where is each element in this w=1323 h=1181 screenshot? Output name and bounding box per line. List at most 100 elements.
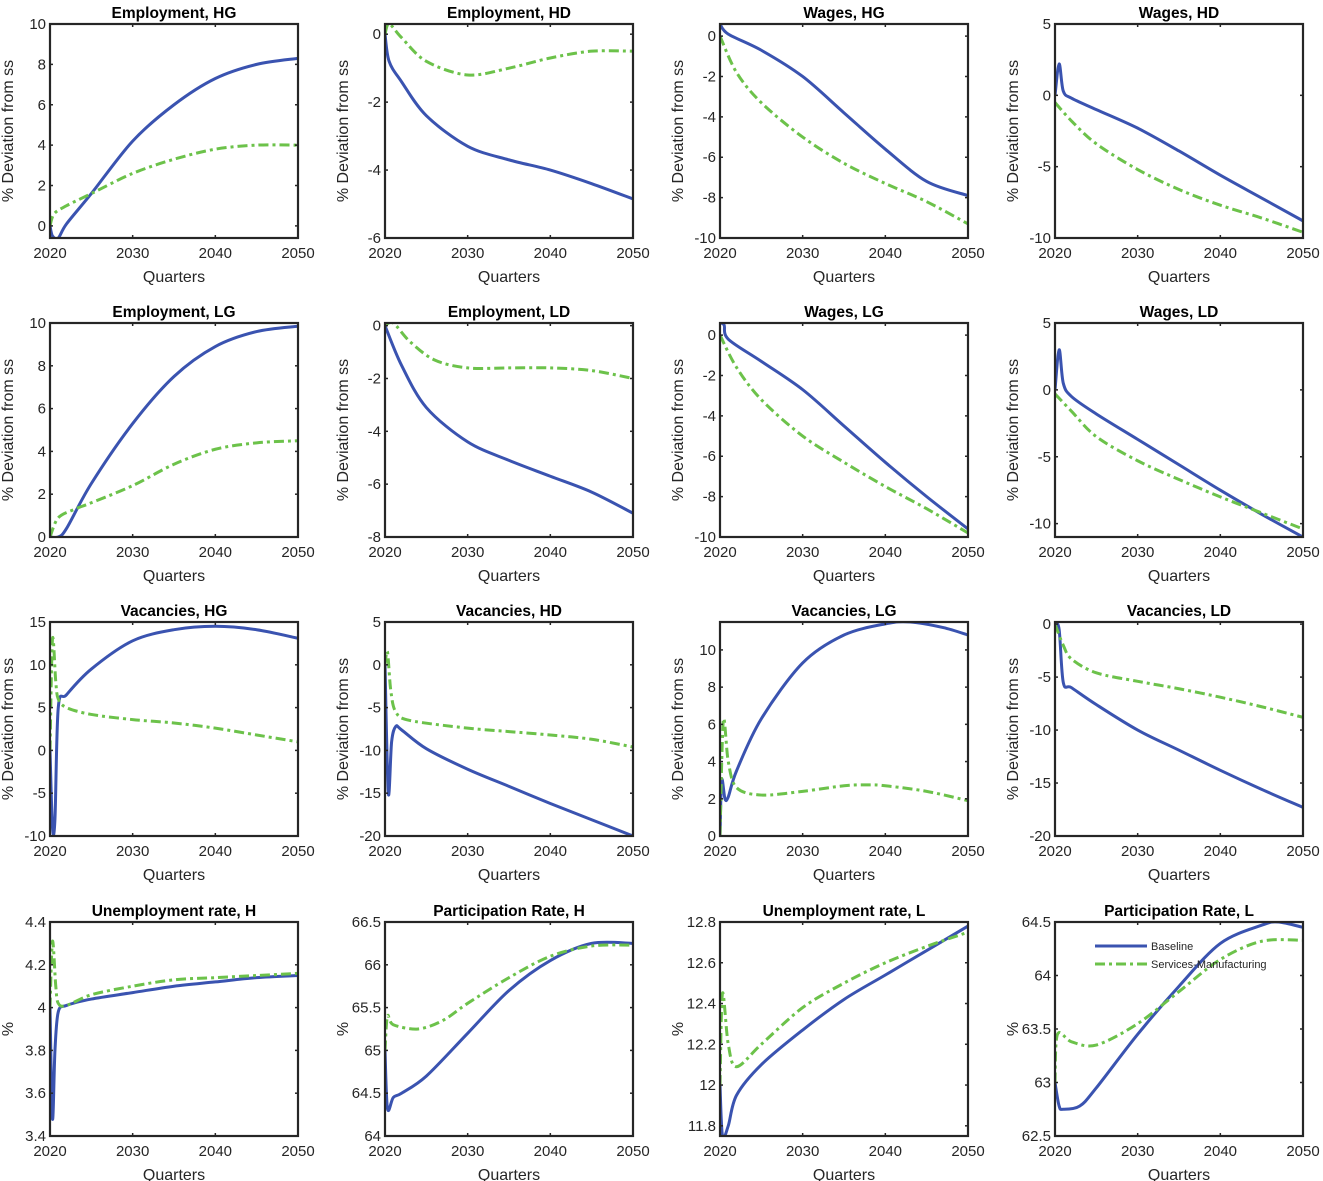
x-axis-label: Quarters (478, 1167, 540, 1181)
y-tick-label: -8 (703, 489, 716, 506)
baseline-line (50, 974, 298, 1121)
subplot-title: Wages, LD (1140, 304, 1219, 321)
x-tick-label: 2040 (199, 544, 232, 561)
x-tick-label: 2020 (368, 1143, 401, 1160)
x-axis-label: Quarters (813, 269, 875, 286)
x-axis-label: Quarters (143, 1167, 205, 1181)
y-tick-label: 65.5 (352, 1000, 381, 1017)
x-tick-label: 2030 (116, 1143, 149, 1160)
y-axis-label: % Deviation from ss (670, 359, 687, 501)
y-tick-label: -6 (368, 230, 381, 247)
y-tick-label: 4.4 (25, 914, 46, 931)
subplot-title: Wages, HG (803, 5, 884, 22)
x-tick-label: 2040 (199, 245, 232, 262)
y-tick-label: -5 (368, 700, 381, 717)
y-tick-label: 3.6 (25, 1085, 46, 1102)
x-tick-label: 2030 (451, 843, 484, 860)
x-tick-label: 2020 (1038, 544, 1071, 561)
x-tick-label: 2040 (1204, 245, 1237, 262)
subplot-7: 2020 2030 2040 2050 -10 -8 -6 -4 -2 0 Wages, LG Qua… (670, 304, 985, 585)
x-tick-label: 2050 (951, 1143, 984, 1160)
y-tick-label: 66 (364, 957, 381, 974)
baseline-line (720, 924, 968, 1136)
y-tick-label: -10 (694, 230, 716, 247)
y-tick-label: 2 (38, 486, 46, 503)
x-tick-label: 2030 (451, 544, 484, 561)
legend: Baseline Services-Manufacturing (1095, 941, 1267, 971)
subplot-2: 2020 2030 2040 2050 -6 -4 -2 0 Employment, HD Qua… (335, 5, 650, 286)
y-tick-label: 0 (708, 828, 716, 845)
x-tick-label: 2050 (951, 544, 984, 561)
subplot-title: Participation Rate, H (433, 903, 585, 920)
x-axis-label: Quarters (813, 568, 875, 585)
x-tick-label: 2030 (451, 245, 484, 262)
x-tick-label: 2050 (281, 245, 314, 262)
y-tick-label: 62.5 (1022, 1128, 1051, 1145)
x-tick-label: 2030 (1121, 1143, 1154, 1160)
y-tick-label: 0 (373, 657, 381, 674)
subplot-14: 2020 2030 2040 2050 64 64.5 65 65.5 66 66.5 Partic… (335, 903, 650, 1181)
y-tick-label: 0 (1043, 87, 1051, 104)
y-tick-label: 0 (38, 529, 46, 546)
y-tick-label: -2 (368, 94, 381, 111)
baseline-line (1055, 922, 1303, 1111)
x-tick-label: 2030 (451, 1143, 484, 1160)
y-tick-label: 64 (1034, 968, 1051, 985)
subplot-16: 2020 2030 2040 2050 62.5 63 63.5 64 64.5 Particip… (1005, 903, 1320, 1181)
subplot-title: Participation Rate, L (1104, 903, 1254, 920)
axes-frame (1053, 321, 1305, 539)
y-tick-label: 0 (373, 26, 381, 43)
x-axis-label: Quarters (1148, 867, 1210, 884)
services-manufacturing-line (385, 323, 633, 380)
x-tick-label: 2030 (1121, 544, 1154, 561)
x-axis-label: Quarters (813, 867, 875, 884)
legend-baseline-label: Baseline (1151, 941, 1193, 953)
baseline-line (50, 56, 298, 238)
y-tick-label: 2 (708, 791, 716, 808)
y-tick-label: 0 (38, 742, 46, 759)
baseline-line (720, 622, 968, 836)
services-manufacturing-line (50, 939, 298, 1008)
y-tick-label: 5 (1043, 16, 1051, 33)
services-manufacturing-line (50, 143, 298, 227)
x-tick-label: 2050 (951, 843, 984, 860)
services-manufacturing-line (720, 35, 968, 226)
y-tick-label: -5 (33, 785, 46, 802)
subplot-title: Employment, LD (448, 304, 570, 321)
y-axis-label: % (0, 1022, 17, 1036)
x-tick-label: 2030 (786, 1143, 819, 1160)
y-axis-label: % Deviation from ss (335, 359, 352, 501)
y-tick-label: -4 (703, 109, 716, 126)
x-tick-label: 2020 (33, 245, 66, 262)
x-tick-label: 2040 (869, 1143, 902, 1160)
x-tick-label: 2050 (1286, 1143, 1319, 1160)
subplot-title: Vacancies, HG (121, 603, 228, 620)
y-tick-label: 5 (1043, 315, 1051, 332)
x-tick-label: 2040 (869, 843, 902, 860)
subplot-15: 2020 2030 2040 2050 11.8 12 12.2 12.4 12.6 12.8 Un… (670, 903, 985, 1181)
x-axis-label: Quarters (1148, 269, 1210, 286)
y-tick-label: -2 (703, 68, 716, 85)
subplot-10: 2020 2030 2040 2050 -20 -15 -10 -5 0 5 Vacancies, … (335, 603, 650, 884)
x-tick-label: 2030 (116, 245, 149, 262)
legend-alternative-label: Services-Manufacturing (1151, 959, 1267, 971)
y-axis-label: % Deviation from ss (0, 60, 17, 202)
baseline-line (1055, 62, 1303, 223)
y-axis-label: % Deviation from ss (1005, 658, 1022, 800)
y-tick-label: 5 (38, 700, 46, 717)
x-axis-label: Quarters (1148, 1167, 1210, 1181)
axes-frame (48, 920, 300, 1138)
baseline-line (1055, 622, 1303, 809)
x-tick-label: 2050 (281, 544, 314, 561)
subplot-4: 2020 2030 2040 2050 -10 -5 0 5 Wages, HD Quarters… (1005, 5, 1320, 286)
y-tick-label: 4 (708, 754, 716, 771)
y-tick-label: -10 (24, 828, 46, 845)
x-tick-label: 2040 (1204, 843, 1237, 860)
y-tick-label: 4 (38, 443, 46, 460)
y-tick-label: 65 (364, 1042, 381, 1059)
y-tick-label: 4 (38, 137, 46, 154)
y-axis-label: % (670, 1022, 687, 1036)
subplot-title: Unemployment rate, L (763, 903, 926, 920)
y-tick-label: 0 (38, 218, 46, 235)
x-axis-label: Quarters (1148, 568, 1210, 585)
